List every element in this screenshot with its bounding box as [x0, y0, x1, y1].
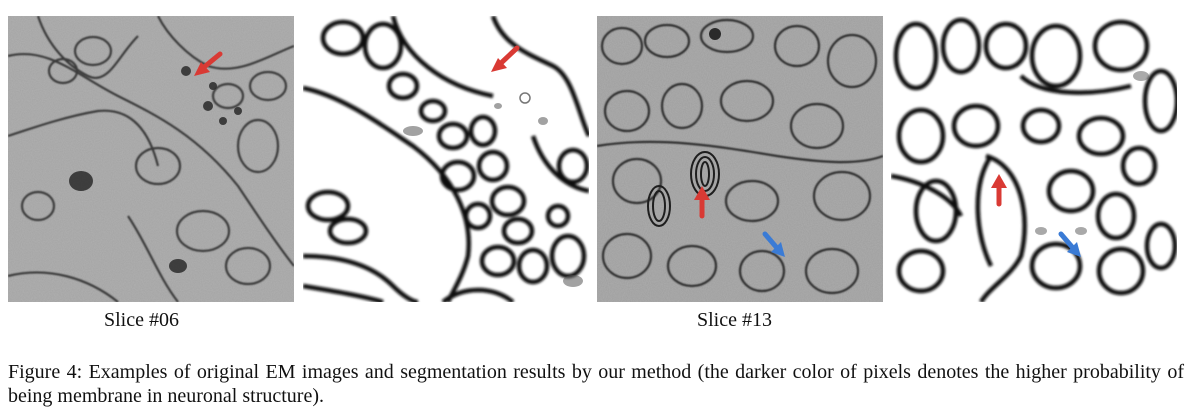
- red-arrow-icon: [491, 45, 520, 72]
- blue-arrow-icon: [762, 231, 785, 257]
- em-image-slice-13: [597, 16, 883, 302]
- blue-arrow-icon: [1058, 231, 1081, 257]
- segmentation-slice-06: [303, 16, 589, 302]
- figure-caption: Figure 4: Examples of original EM images…: [8, 361, 1184, 407]
- em-image-slice-06: [8, 16, 294, 302]
- red-arrow-icon: [991, 174, 1007, 207]
- segmentation-slice-13: [891, 16, 1177, 302]
- slice-label-13: Slice #13: [697, 309, 772, 331]
- red-arrow-icon: [194, 51, 223, 76]
- slice-label-06: Slice #06: [104, 309, 179, 331]
- red-arrow-icon: [694, 186, 710, 219]
